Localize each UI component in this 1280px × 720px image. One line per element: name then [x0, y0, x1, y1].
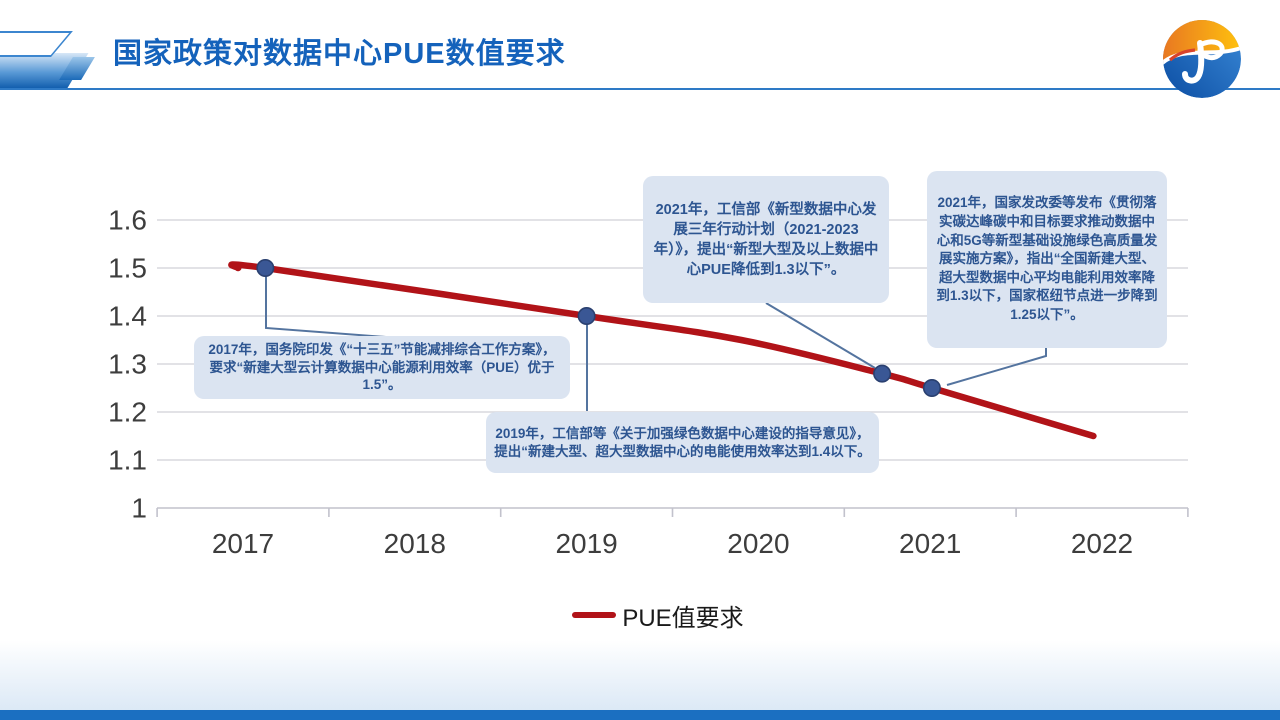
svg-text:1.6: 1.6: [108, 205, 147, 236]
chart-legend: PUE值要求: [0, 597, 1280, 633]
header-divider: [0, 88, 1280, 90]
annotation-2021-miit: 2021年，工信部《新型数据中心发展三年行动计划（2021-2023年）》，提出…: [643, 176, 889, 303]
svg-text:1.2: 1.2: [108, 397, 147, 428]
svg-text:1.5: 1.5: [108, 253, 147, 284]
svg-text:1.4: 1.4: [108, 301, 147, 332]
data-points: [256, 258, 941, 397]
x-axis-labels: 2017 2018 2019 2020 2021 2022: [212, 528, 1133, 559]
legend-label: PUE值要求: [622, 604, 744, 632]
footer-bar: [0, 710, 1280, 720]
svg-text:1.3: 1.3: [108, 349, 147, 380]
svg-text:1: 1: [131, 493, 147, 524]
svg-text:2020: 2020: [727, 528, 789, 559]
annotation-2021-ndrc: 2021年，国家发改委等发布《贯彻落实碳达峰碳中和目标要求推动数据中心和5G等新…: [927, 171, 1167, 348]
svg-text:2022: 2022: [1071, 528, 1133, 559]
company-logo-icon: [1163, 20, 1241, 98]
annotation-2019-miit: 2019年，工信部等《关于加强绿色数据中心建设的指导意见》，提出“新建大型、超大…: [486, 412, 879, 473]
x-axis-ticks: [156, 508, 1189, 517]
svg-text:1.1: 1.1: [108, 445, 147, 476]
svg-text:2021: 2021: [899, 528, 961, 559]
svg-text:2019: 2019: [555, 528, 617, 559]
svg-text:2017: 2017: [212, 528, 274, 559]
legend-line-swatch: [572, 612, 617, 618]
y-axis-labels: 1.6 1.5 1.4 1.3 1.2 1.1 1: [108, 205, 147, 524]
annotation-2017-state-council: 2017年，国务院印发《“十三五”节能减排综合工作方案》，要求“新建大型云计算数…: [194, 336, 570, 399]
footer-gradient: [0, 640, 1280, 710]
svg-text:2018: 2018: [384, 528, 446, 559]
page-title: 国家政策对数据中心PUE数值要求: [113, 38, 566, 70]
